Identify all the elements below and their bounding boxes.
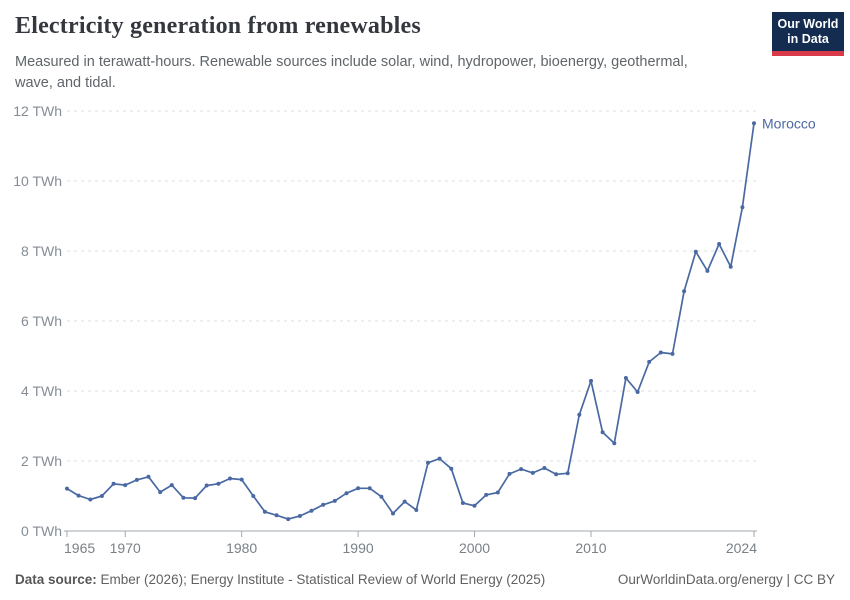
data-point[interactable] — [228, 476, 232, 481]
y-axis-label: 2 TWh — [21, 453, 62, 469]
data-point[interactable] — [158, 490, 163, 495]
data-point[interactable] — [88, 497, 93, 502]
data-point[interactable] — [740, 205, 745, 210]
y-axis-label: 12 TWh — [13, 103, 62, 119]
data-point[interactable] — [705, 268, 710, 273]
data-point[interactable] — [169, 483, 174, 488]
data-point[interactable] — [204, 483, 209, 488]
entity-label[interactable]: Morocco — [762, 115, 816, 131]
chart-line[interactable] — [66, 122, 755, 520]
data-point[interactable] — [472, 503, 477, 508]
x-axis-label: 1965 — [64, 540, 95, 556]
y-axis-label: 10 TWh — [13, 173, 62, 189]
data-point[interactable] — [111, 481, 116, 486]
owid-logo[interactable]: Our World in Data — [772, 12, 844, 56]
data-point[interactable] — [402, 499, 407, 504]
data-point[interactable] — [379, 494, 384, 499]
data-point[interactable] — [134, 477, 139, 482]
data-point[interactable] — [554, 472, 559, 477]
data-point[interactable] — [507, 471, 512, 476]
data-point[interactable] — [658, 350, 663, 355]
data-point[interactable] — [239, 477, 244, 482]
data-point[interactable] — [635, 390, 640, 394]
data-point[interactable] — [309, 508, 314, 513]
data-point[interactable] — [321, 502, 326, 507]
data-source-note: Data source: Ember (2026); Energy Instit… — [15, 572, 545, 587]
data-point[interactable] — [391, 511, 395, 516]
data-point[interactable] — [670, 351, 675, 356]
data-point[interactable] — [437, 456, 442, 461]
data-point[interactable] — [589, 378, 593, 383]
x-axis-label: 2010 — [575, 540, 606, 556]
data-point[interactable] — [623, 376, 628, 380]
x-axis-label: 2024 — [726, 540, 757, 556]
data-point[interactable] — [519, 467, 524, 472]
data-point[interactable] — [181, 495, 186, 500]
data-point[interactable] — [565, 471, 570, 476]
data-point[interactable] — [414, 508, 419, 512]
chart-title: Electricity generation from renewables — [15, 13, 421, 39]
data-point[interactable] — [460, 501, 465, 505]
data-point[interactable] — [682, 289, 687, 294]
data-point[interactable] — [123, 483, 128, 488]
data-point[interactable] — [577, 412, 582, 417]
credit-link[interactable]: OurWorldinData.org/energy | CC BY — [617, 572, 835, 587]
data-point[interactable] — [612, 441, 617, 446]
x-axis-label: 1970 — [110, 540, 141, 556]
data-point[interactable] — [426, 460, 430, 465]
data-point[interactable] — [344, 491, 349, 496]
data-point[interactable] — [752, 121, 756, 126]
data-point[interactable] — [274, 513, 279, 518]
data-point[interactable] — [216, 481, 221, 486]
x-axis-label: 2000 — [459, 540, 490, 556]
y-axis-label: 6 TWh — [21, 313, 62, 329]
chart-footer: Data source: Ember (2026); Energy Instit… — [15, 572, 835, 587]
data-point[interactable] — [99, 494, 104, 498]
data-point[interactable] — [728, 264, 733, 269]
data-point[interactable] — [717, 242, 722, 246]
data-point[interactable] — [449, 466, 454, 471]
data-point[interactable] — [367, 486, 372, 491]
data-point[interactable] — [65, 486, 69, 491]
data-source-label: Data source: — [15, 572, 97, 587]
x-axis-label: 1980 — [226, 540, 257, 556]
data-point[interactable] — [286, 517, 291, 522]
data-point[interactable] — [332, 498, 337, 503]
data-point[interactable] — [76, 493, 81, 498]
data-point[interactable] — [600, 430, 605, 435]
data-point[interactable] — [356, 486, 361, 491]
x-axis-label: 1990 — [343, 540, 374, 556]
data-point[interactable] — [530, 470, 535, 475]
data-source-text: Ember (2026); Energy Institute - Statist… — [96, 572, 546, 587]
data-point[interactable] — [146, 474, 151, 479]
data-point[interactable] — [542, 466, 547, 470]
data-point[interactable] — [193, 496, 198, 501]
y-axis-label: 0 TWh — [21, 523, 62, 539]
y-axis-label: 4 TWh — [21, 383, 62, 399]
data-point[interactable] — [262, 509, 267, 514]
data-point[interactable] — [297, 514, 302, 518]
y-axis-label: 8 TWh — [21, 243, 62, 259]
chart-subtitle: Measured in terawatt-hours. Renewable so… — [15, 54, 688, 91]
data-point[interactable] — [251, 494, 256, 498]
data-point[interactable] — [647, 359, 652, 364]
data-point[interactable] — [484, 492, 489, 497]
owid-logo-line1: Our World — [777, 17, 839, 31]
owid-logo-line2: in Data — [787, 32, 829, 46]
data-point[interactable] — [495, 490, 500, 495]
data-point[interactable] — [693, 249, 698, 254]
